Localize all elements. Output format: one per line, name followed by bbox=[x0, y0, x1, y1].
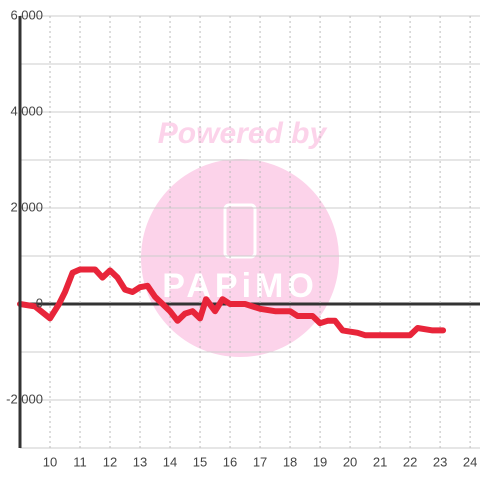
x-tick-label: 11 bbox=[73, 454, 87, 469]
watermark: Powered by bbox=[158, 117, 328, 150]
x-tick-label: 12 bbox=[103, 454, 117, 469]
x-tick-label: 24 bbox=[463, 454, 477, 469]
x-tick-label: 21 bbox=[373, 454, 387, 469]
y-tick-label: 4,000 bbox=[10, 103, 43, 118]
x-tick-label: 17 bbox=[253, 454, 267, 469]
logo-text: PAPiMO bbox=[162, 267, 318, 305]
data-line bbox=[17, 266, 447, 339]
x-tick-label: 20 bbox=[343, 454, 357, 469]
x-tick-label: 14 bbox=[163, 454, 177, 469]
x-tick-label: 15 bbox=[193, 454, 207, 469]
y-tick-label: -2,000 bbox=[6, 391, 43, 406]
x-tick-label: 19 bbox=[313, 454, 327, 469]
x-tick-label: 13 bbox=[133, 454, 147, 469]
x-tick-label: 16 bbox=[223, 454, 237, 469]
x-tick-label: 10 bbox=[43, 454, 57, 469]
y-tick-label: 2,000 bbox=[10, 199, 43, 214]
x-tick-label: 23 bbox=[433, 454, 447, 469]
x-tick-label: 18 bbox=[283, 454, 297, 469]
y-tick-label: 6,000 bbox=[10, 7, 43, 22]
y-tick-label: 0 bbox=[36, 295, 43, 310]
x-tick-label: 22 bbox=[403, 454, 417, 469]
logo-icon bbox=[223, 203, 257, 259]
